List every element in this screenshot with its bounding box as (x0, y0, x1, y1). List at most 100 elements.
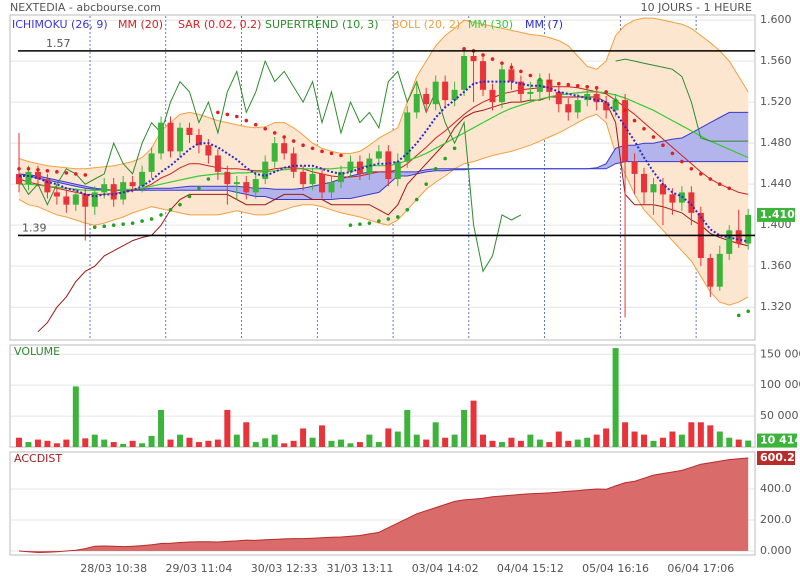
candle-body (337, 171, 344, 183)
level-label: 1.39 (22, 221, 47, 234)
sar-dot (717, 182, 722, 186)
volume-bar (34, 439, 41, 447)
sar-dot (367, 221, 372, 225)
candle-body (82, 194, 89, 207)
candle-body (271, 143, 278, 162)
sar-dot (244, 118, 249, 123)
candle-body (565, 104, 572, 113)
sar-dot (235, 114, 239, 119)
sar-dot (92, 225, 97, 230)
sar-dot (310, 146, 315, 151)
y-tick-label: 100 000 (760, 378, 800, 391)
sar-dot (585, 84, 589, 89)
sar-dot (45, 169, 50, 173)
volume-bar (158, 409, 165, 447)
volume-bar (574, 439, 581, 447)
candle-body (233, 182, 240, 185)
candle-body (252, 179, 259, 193)
x-tick-label: 05/04 16:16 (582, 562, 649, 575)
volume-bar (716, 431, 723, 447)
sar-dot (386, 217, 391, 221)
sar-dot (178, 202, 182, 207)
y-tick-label: 1.520 (760, 95, 792, 108)
volume-bar (546, 442, 553, 447)
volume-bar (16, 437, 22, 447)
last-accdist-tag (757, 451, 795, 466)
candle-body (413, 93, 420, 113)
volume-bar (707, 425, 714, 447)
last-price-tag (757, 207, 795, 222)
candle-body (319, 173, 326, 193)
volume-bar (319, 425, 326, 447)
candle-body (470, 56, 477, 62)
bollinger-upper (18, 17, 749, 170)
volume-bar (224, 409, 231, 447)
candle-body (34, 171, 41, 180)
sar-dot (727, 186, 732, 191)
candle-body (224, 171, 231, 185)
sar-dot (206, 177, 211, 181)
volume-bar (233, 434, 240, 447)
volume-bar (480, 434, 487, 447)
candle-body (574, 100, 581, 113)
candle-body (356, 161, 363, 174)
sar-dot (102, 224, 107, 228)
last-volume-tag (757, 433, 797, 448)
candle-body (91, 192, 98, 207)
sar-dot (216, 110, 220, 115)
candle-body (461, 56, 468, 90)
sar-dot (443, 156, 447, 161)
volume-bar (167, 439, 174, 447)
sar-dot (225, 112, 230, 117)
sar-dot (632, 118, 637, 123)
candle-body (195, 134, 202, 146)
volume-bar (101, 439, 108, 447)
volume-bar (139, 443, 146, 447)
candle-body (489, 89, 496, 103)
sar-dot (490, 57, 495, 61)
sar-dot (168, 207, 173, 212)
volume-bar (195, 442, 202, 447)
volume-bar (120, 443, 127, 447)
sar-dot (642, 127, 646, 131)
volume-bar (148, 435, 155, 447)
sar-dot (528, 73, 533, 78)
volume-bar (205, 440, 212, 447)
candle-body (451, 89, 458, 101)
candle-body (442, 81, 449, 101)
volume-bar (44, 440, 51, 447)
candle-body (262, 161, 269, 180)
volume-bar (536, 439, 543, 447)
candle-body (707, 257, 714, 287)
y-tick-label: 1.360 (760, 259, 792, 272)
sar-dot (17, 166, 21, 171)
candle-body (139, 171, 146, 187)
bollinger-band (19, 18, 749, 306)
candle-body (527, 91, 534, 94)
ichimoku-kijun (37, 96, 749, 333)
candle-body (167, 122, 174, 152)
candle-body (385, 151, 392, 180)
candle-body (148, 153, 155, 172)
candle-body (404, 112, 411, 162)
sar-dot (689, 166, 694, 171)
volume-bar (622, 422, 629, 447)
sar-dot (433, 166, 438, 171)
sar-dot (121, 222, 125, 226)
volume-bar (347, 443, 354, 447)
volume-bar (337, 439, 344, 447)
sar-dot (187, 194, 192, 199)
chart-title: NEXTEDIA - abcbourse.com (10, 1, 161, 14)
candle-body (328, 182, 335, 193)
candle-body (423, 93, 430, 105)
candle-body (631, 161, 638, 174)
last-volume-label: 10 414 (760, 434, 800, 447)
volume-bar (612, 348, 619, 447)
volume-bar (451, 434, 458, 447)
level-label: 1.57 (46, 37, 71, 50)
volume-bar (186, 437, 193, 447)
volume-bar (489, 440, 496, 447)
candle-body (205, 145, 212, 156)
volume-bar (72, 386, 79, 447)
